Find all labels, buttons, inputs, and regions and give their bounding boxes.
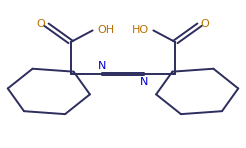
Text: OH: OH	[97, 25, 115, 35]
Text: HO: HO	[131, 25, 149, 35]
Text: N: N	[139, 77, 148, 87]
Text: N: N	[98, 61, 107, 71]
Text: O: O	[200, 19, 209, 29]
Text: O: O	[37, 19, 46, 29]
